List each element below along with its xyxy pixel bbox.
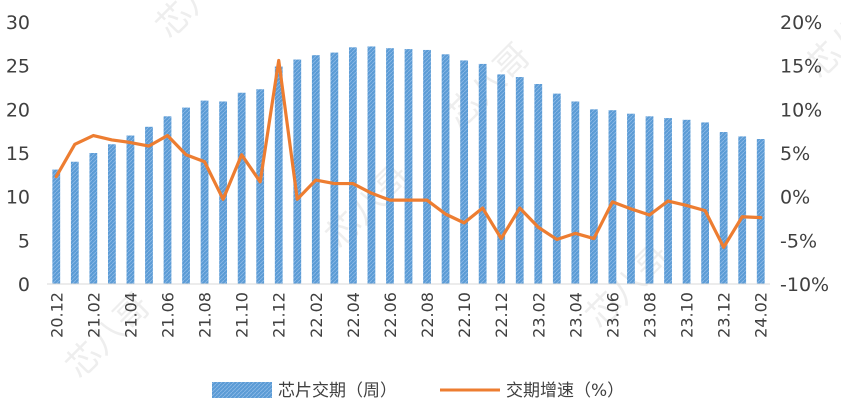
right-tick-label: -10% bbox=[780, 274, 829, 296]
bar-21.03 bbox=[107, 144, 116, 284]
bar-20.12 bbox=[52, 169, 61, 284]
x-tick-label: 22.06 bbox=[381, 292, 400, 338]
x-tick-label: 23.04 bbox=[566, 292, 585, 338]
bar-23.01 bbox=[515, 77, 524, 285]
bar-23.04 bbox=[571, 101, 580, 284]
bar-21.01 bbox=[70, 161, 79, 284]
legend: 芯片交期（周） 交期增速（%） bbox=[212, 381, 624, 401]
bar-22.07 bbox=[404, 49, 413, 284]
legend-label-bars: 芯片交期（周） bbox=[278, 381, 397, 401]
x-tick-label: 23.02 bbox=[529, 292, 548, 338]
x-tick-label: 20.12 bbox=[47, 292, 66, 338]
watermark-text: 芯八哥 bbox=[58, 286, 158, 386]
bar-23.07 bbox=[627, 113, 635, 284]
x-tick-label: 21.06 bbox=[159, 292, 178, 338]
bar-22.04 bbox=[348, 47, 357, 284]
right-tick-label: 15% bbox=[780, 56, 822, 78]
x-tick-label: 23.10 bbox=[678, 292, 697, 338]
watermark-text: 芯八哥 bbox=[148, 0, 248, 46]
growth-line bbox=[54, 58, 763, 249]
x-tick-label: 21.02 bbox=[84, 292, 103, 338]
left-tick-label: 30 bbox=[6, 12, 30, 34]
bar-21.09 bbox=[219, 101, 228, 284]
x-tick-label: 22.04 bbox=[344, 292, 363, 338]
right-tick-label: 0% bbox=[780, 187, 810, 209]
bar-22.09 bbox=[441, 54, 450, 285]
bar-22.03 bbox=[330, 52, 339, 284]
right-tick-label: 10% bbox=[780, 99, 822, 121]
right-tick-label: -5% bbox=[780, 230, 817, 252]
legend-label-line: 交期增速（%） bbox=[506, 381, 624, 401]
bar-22.05 bbox=[367, 46, 376, 285]
bar-21.08 bbox=[200, 100, 209, 284]
left-tick-label: 5 bbox=[18, 230, 30, 252]
bar-22.02 bbox=[311, 55, 320, 284]
x-tick-label: 22.02 bbox=[307, 292, 326, 338]
x-tick-label: 21.10 bbox=[233, 292, 252, 338]
bar-22.12 bbox=[497, 74, 506, 285]
bar-23.02 bbox=[534, 84, 543, 284]
bar-series bbox=[52, 46, 765, 285]
bar-23.10 bbox=[682, 119, 691, 284]
right-tick-label: 20% bbox=[780, 12, 822, 34]
bar-22.10 bbox=[460, 60, 469, 285]
bar-23.12 bbox=[719, 132, 728, 284]
bar-23.06 bbox=[608, 110, 617, 285]
bar-23.11 bbox=[701, 122, 710, 285]
bar-21.04 bbox=[126, 135, 135, 284]
left-tick-label: 25 bbox=[6, 56, 30, 78]
left-tick-label: 15 bbox=[6, 143, 30, 165]
x-tick-label: 23.06 bbox=[603, 292, 622, 338]
x-tick-label: 21.08 bbox=[196, 292, 215, 338]
bar-23.03 bbox=[552, 93, 561, 284]
x-tick-label: 22.12 bbox=[492, 292, 511, 338]
right-tick-label: 5% bbox=[780, 143, 810, 165]
bar-23.08 bbox=[645, 116, 654, 284]
x-tick-label: 22.10 bbox=[455, 292, 474, 338]
bar-21.05 bbox=[145, 126, 153, 284]
line-series bbox=[54, 58, 763, 249]
bar-21.02 bbox=[89, 153, 98, 284]
x-tick-label: 24.02 bbox=[752, 292, 771, 338]
x-tick-label: 23.08 bbox=[641, 292, 660, 338]
bar-21.06 bbox=[163, 116, 172, 284]
x-tick-label: 23.12 bbox=[715, 292, 734, 338]
bar-22.01 bbox=[293, 59, 302, 284]
bar-22.11 bbox=[478, 63, 487, 284]
bar-24.01 bbox=[738, 136, 747, 284]
bar-24.02 bbox=[756, 139, 765, 284]
bar-21.10 bbox=[237, 92, 246, 285]
x-tick-label: 22.08 bbox=[418, 292, 437, 338]
x-tick-label: 21.04 bbox=[121, 292, 140, 338]
left-axis: 0 5 10 15 20 25 30 bbox=[6, 12, 30, 296]
bar-22.08 bbox=[423, 49, 431, 285]
x-axis: 20.12 21.02 21.04 21.06 21.08 21.10 21.12 22.02… bbox=[47, 292, 770, 338]
left-tick-label: 10 bbox=[6, 187, 30, 209]
bar-21.11 bbox=[256, 89, 265, 284]
left-tick-label: 20 bbox=[6, 99, 30, 121]
bar-22.06 bbox=[386, 48, 394, 285]
bar-23.05 bbox=[589, 109, 598, 284]
left-tick-label: 0 bbox=[18, 274, 30, 296]
x-tick-label: 21.12 bbox=[270, 292, 289, 338]
right-axis: -10% -5% 0% 5% 10% 15% 20% bbox=[780, 12, 829, 296]
bar-21.07 bbox=[182, 107, 190, 284]
legend-swatch-bars bbox=[212, 382, 272, 398]
bar-21.12 bbox=[274, 66, 283, 284]
